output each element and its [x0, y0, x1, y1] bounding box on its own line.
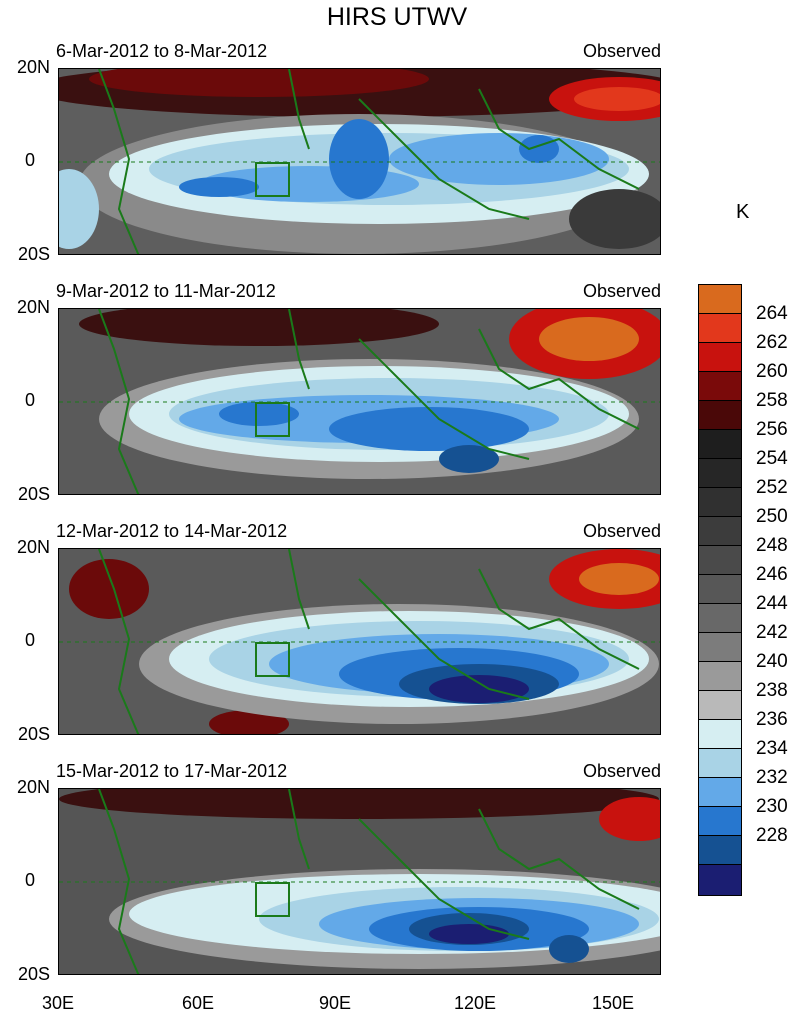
colorbar-bin — [699, 807, 741, 836]
colorbar-units: K — [736, 201, 750, 223]
colorbar-bin — [699, 285, 741, 314]
lat-label-20s: 20S — [17, 484, 50, 504]
colorbar-bin — [699, 604, 741, 633]
colorbar-tick-label: 250 — [756, 506, 788, 527]
colorbar-bin — [699, 633, 741, 662]
colorbar-tick-label: 236 — [756, 709, 788, 730]
colorbar-tick-label: 232 — [756, 767, 788, 788]
map-plot — [58, 788, 661, 975]
water-vapor-map — [59, 69, 660, 254]
water-vapor-map — [59, 309, 660, 494]
colorbar-tick-label: 256 — [756, 419, 788, 440]
map-panel-1: 6-Mar-2012 to 8-Mar-2012 Observed — [56, 41, 661, 255]
colorbar-tick-label: 254 — [756, 448, 788, 469]
colorbar-bin — [699, 720, 741, 749]
colorbar-bin — [699, 459, 741, 488]
water-vapor-map — [59, 789, 660, 974]
colorbar-tick-label: 228 — [756, 825, 788, 846]
colorbar-bin — [699, 314, 741, 343]
lat-label-20s: 20S — [17, 964, 50, 984]
map-panel-3: 12-Mar-2012 to 14-Mar-2012 Observed — [56, 521, 661, 735]
water-vapor-map — [59, 549, 660, 734]
map-panel-2: 9-Mar-2012 to 11-Mar-2012 Observed — [56, 281, 661, 495]
lon-label-30e: 30E — [41, 993, 75, 1013]
lat-label-20n: 20N — [16, 777, 50, 797]
panel-date-range: 12-Mar-2012 to 14-Mar-2012 — [56, 521, 288, 541]
colorbar-bin — [699, 691, 741, 720]
colorbar-bin — [699, 343, 741, 372]
lat-label-0: 0 — [24, 870, 35, 890]
colorbar-bin — [699, 778, 741, 807]
lon-label-60e: 60E — [181, 993, 215, 1013]
colorbar-tick-label: 260 — [756, 361, 788, 382]
map-plot — [58, 548, 661, 735]
colorbar-bin — [699, 865, 741, 895]
lat-label-20n: 20N — [16, 57, 50, 77]
colorbar-tick-label: 246 — [756, 564, 788, 585]
colorbar-tick-label: 230 — [756, 796, 788, 817]
lat-label-0: 0 — [24, 150, 35, 170]
colorbar-tick-label: 240 — [756, 651, 788, 672]
lon-label-90e: 90E — [318, 993, 352, 1013]
panel-date-range: 9-Mar-2012 to 11-Mar-2012 — [56, 281, 276, 301]
colorbar-tick-label: 234 — [756, 738, 788, 759]
colorbar-bin — [699, 488, 741, 517]
colorbar-bin — [699, 430, 741, 459]
colorbar-tick-label: 262 — [756, 332, 788, 353]
lat-label-0: 0 — [24, 630, 35, 650]
lon-label-120e: 120E — [453, 993, 497, 1013]
panel-observed-label: Observed — [582, 761, 661, 781]
colorbar-tick-label: 244 — [756, 593, 788, 614]
colorbar-tick-label: 242 — [756, 622, 788, 643]
lat-label-20n: 20N — [16, 537, 50, 557]
panel-date-range: 6-Mar-2012 to 8-Mar-2012 — [56, 41, 268, 61]
lon-label-150e: 150E — [591, 993, 635, 1013]
map-plot — [58, 68, 661, 255]
colorbar-bin — [699, 662, 741, 691]
map-panel-4: 15-Mar-2012 to 17-Mar-2012 Observed — [56, 761, 661, 975]
colorbar-tick-label: 248 — [756, 535, 788, 556]
colorbar-bin — [699, 372, 741, 401]
lat-label-20s: 20S — [17, 244, 50, 264]
colorbar-tick-label: 252 — [756, 477, 788, 498]
panel-observed-label: Observed — [582, 281, 661, 301]
figure-title: HIRS UTWV — [326, 3, 468, 31]
colorbar-bin — [699, 546, 741, 575]
colorbar-bin — [699, 749, 741, 778]
colorbar-bin — [699, 836, 741, 865]
colorbar-tick-label: 258 — [756, 390, 788, 411]
panel-observed-label: Observed — [582, 521, 661, 541]
colorbar-tick-label: 238 — [756, 680, 788, 701]
colorbar-bin — [699, 575, 741, 604]
map-plot — [58, 308, 661, 495]
colorbar-tick-label: 264 — [756, 303, 788, 324]
panel-date-range: 15-Mar-2012 to 17-Mar-2012 — [56, 761, 288, 781]
lat-label-0: 0 — [24, 390, 35, 410]
lat-label-20n: 20N — [16, 297, 50, 317]
panel-observed-label: Observed — [582, 41, 661, 61]
colorbar — [698, 284, 742, 896]
colorbar-bin — [699, 517, 741, 546]
lat-label-20s: 20S — [17, 724, 50, 744]
colorbar-bin — [699, 401, 741, 430]
